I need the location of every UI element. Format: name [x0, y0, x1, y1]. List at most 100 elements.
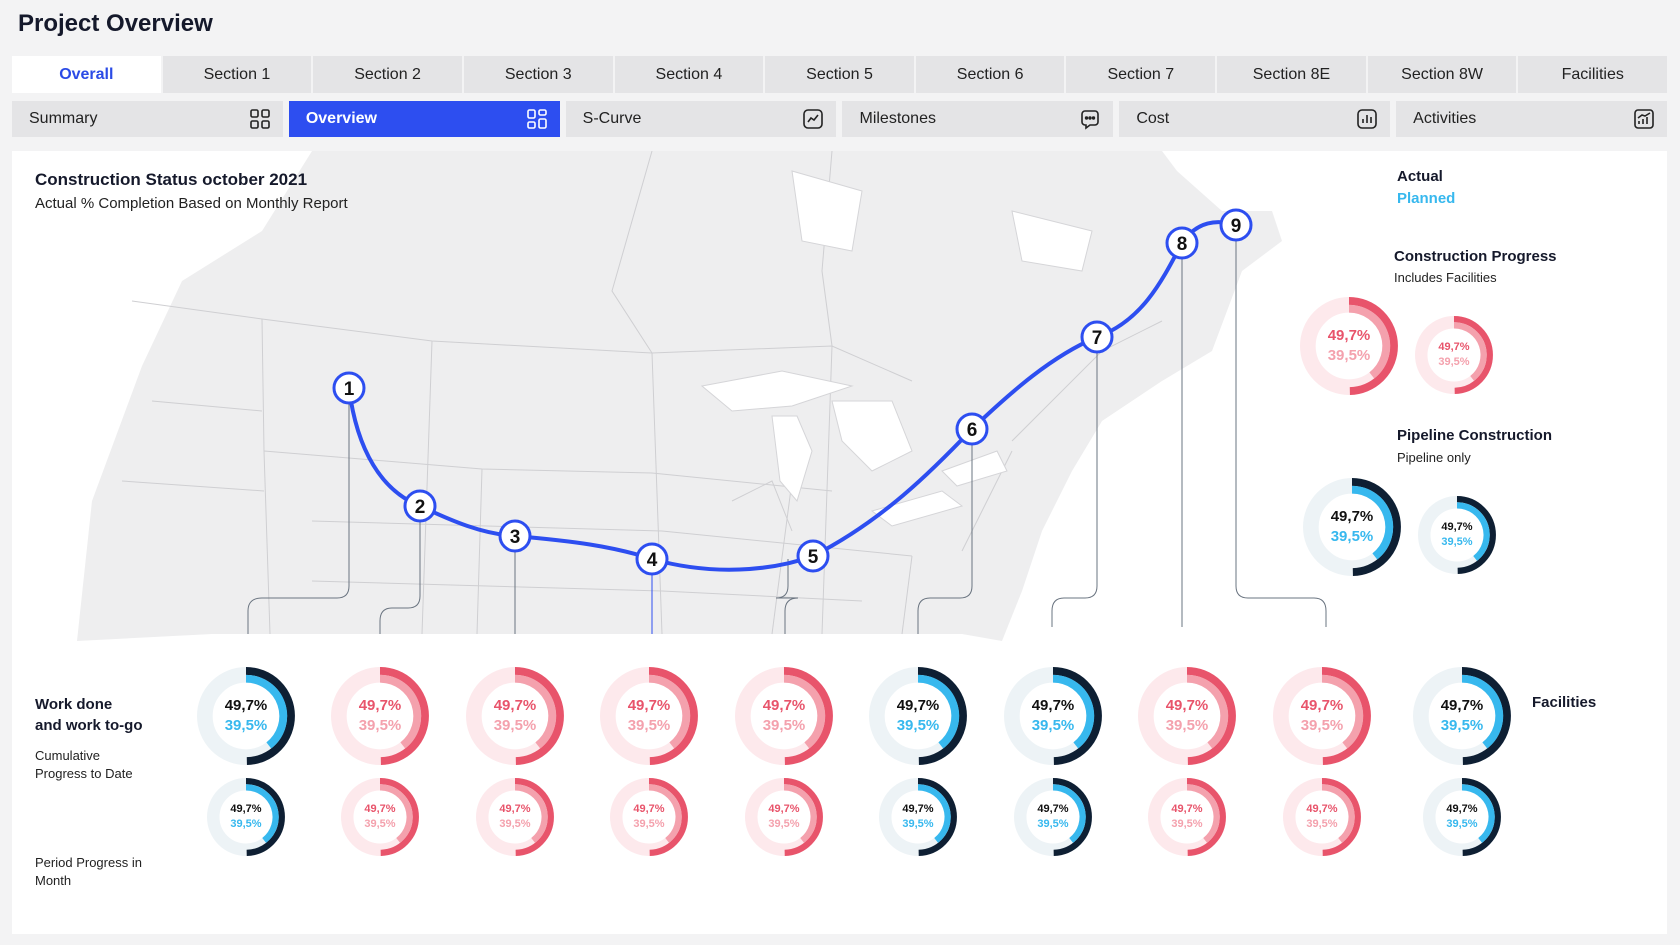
donut-planned-value: 39,5%: [230, 818, 262, 830]
tab-section-5[interactable]: Section 5: [765, 56, 914, 93]
donut-actual-value: 49,7%: [1440, 697, 1484, 714]
cumulative-donut-6: 49,7% 39,5%: [869, 667, 967, 765]
tab-section-8w[interactable]: Section 8W: [1367, 56, 1517, 93]
donut-planned-value: 39,5%: [768, 818, 800, 830]
donut-planned-arc: [1461, 784, 1495, 843]
tab-section-8e[interactable]: Section 8E: [1217, 56, 1366, 93]
construction-progress-subtitle: Includes Facilities: [1394, 270, 1497, 285]
subtab-label: Summary: [29, 110, 98, 127]
donut-planned-arc: [1186, 784, 1220, 843]
donut-ring: [1300, 297, 1398, 395]
donut-actual-arc: [514, 778, 554, 856]
section-marker-8[interactable]: 8: [1165, 226, 1199, 260]
donut-ring: [879, 778, 957, 856]
donut-planned-arc: [1461, 674, 1504, 749]
donut-planned-arc: [514, 674, 557, 749]
subtab-s-curve[interactable]: S-Curve: [565, 101, 837, 137]
section-marker-3[interactable]: 3: [498, 519, 532, 553]
section-marker-5[interactable]: 5: [796, 539, 830, 573]
section-marker-7[interactable]: 7: [1080, 320, 1114, 354]
section-marker-2[interactable]: 2: [403, 489, 437, 523]
cumulative-donut-7: 49,7% 39,5%: [1004, 667, 1102, 765]
donut-ring: [745, 778, 823, 856]
donut-ring: [207, 778, 285, 856]
donut-actual-value: 49,7%: [762, 697, 806, 714]
donut-planned-arc: [1052, 784, 1086, 843]
donut-actual-arc: [917, 667, 967, 765]
route-map[interactable]: 1 2 3 4 5 6 7 8 9: [12, 151, 1667, 934]
donut-actual-arc: [783, 778, 823, 856]
grid-icon: [250, 109, 270, 129]
tab-section-4[interactable]: Section 4: [614, 56, 764, 93]
donut-ring: [1418, 496, 1496, 574]
marker-label: 8: [1177, 234, 1188, 255]
donut-actual-value: 49,7%: [1037, 803, 1069, 815]
subtab-label: Activities: [1413, 110, 1477, 127]
section-marker-6[interactable]: 6: [955, 412, 989, 446]
donut-actual-arc: [1052, 667, 1102, 765]
donut-ring: [610, 778, 688, 856]
tab-section-6[interactable]: Section 6: [915, 56, 1065, 93]
cumulative-donut-3: 49,7% 39,5%: [466, 667, 564, 765]
map-borders: [121, 151, 1163, 635]
donut-actual-arc: [1052, 778, 1092, 856]
period-donut-1: 49,7% 39,5%: [207, 778, 285, 856]
subtab-summary[interactable]: Summary: [12, 101, 283, 137]
donut-planned-arc: [245, 784, 279, 843]
donut-ring: [735, 667, 833, 765]
donut-planned-value: 39,5%: [1306, 818, 1338, 830]
donut-planned-value: 39,5%: [1171, 818, 1203, 830]
donut-actual-arc: [379, 667, 429, 765]
subtab-cost[interactable]: Cost: [1119, 101, 1391, 137]
donut-planned-value: 39,5%: [493, 717, 537, 734]
cumulative-label: Cumulative Progress to Date: [35, 747, 133, 783]
tab-section-2[interactable]: Section 2: [313, 56, 462, 93]
donut-planned-arc: [514, 784, 548, 843]
marker-label: 7: [1092, 328, 1103, 349]
work-title-line-2: and work to-go: [35, 717, 143, 734]
tab-section-1[interactable]: Section 1: [162, 56, 312, 93]
subtab-activities[interactable]: Activities: [1396, 101, 1667, 137]
donut-planned-value: 39,5%: [1440, 717, 1484, 734]
donut-actual-value: 49,7%: [1306, 803, 1338, 815]
facilities-title: Facilities: [1532, 694, 1597, 711]
donut-planned-arc: [1453, 322, 1487, 381]
marker-label: 9: [1231, 216, 1242, 237]
tab-section-7[interactable]: Section 7: [1066, 56, 1216, 93]
donut-planned-arc: [379, 674, 422, 749]
period-donut-5: 49,7% 39,5%: [745, 778, 823, 856]
pipeline-construction-title: Pipeline Construction: [1397, 427, 1553, 444]
subtab-milestones[interactable]: Milestones: [842, 101, 1114, 137]
pipeline-construction-subtitle: Pipeline only: [1397, 450, 1471, 465]
tab-overall[interactable]: Overall: [12, 56, 161, 93]
legend-actual: Actual: [1397, 168, 1443, 185]
donut-actual-value: 49,7%: [1031, 697, 1075, 714]
donut-actual-value: 49,7%: [633, 803, 665, 815]
donut-planned-value: 39,5%: [1031, 717, 1075, 734]
donut-planned-arc: [1186, 674, 1229, 749]
donut-ring: [1413, 667, 1511, 765]
marker-label: 2: [415, 497, 426, 518]
section-marker-9[interactable]: 9: [1219, 208, 1253, 242]
period-donut-4: 49,7% 39,5%: [610, 778, 688, 856]
section-marker-1[interactable]: 1: [332, 371, 366, 405]
donut-planned-value: 39,5%: [1446, 818, 1478, 830]
section-markers: 1 2 3 4 5 6 7 8 9: [332, 208, 1253, 576]
subtab-overview[interactable]: Overview: [288, 101, 560, 137]
donut-planned-arc: [1321, 784, 1355, 843]
work-title: Work done and work to-go: [35, 694, 143, 736]
section-marker-4[interactable]: 4: [635, 542, 669, 576]
tab-facilities[interactable]: Facilities: [1518, 56, 1668, 93]
donut-actual-arc: [1453, 316, 1493, 394]
donut-ring: [1415, 316, 1493, 394]
donut-planned-arc: [783, 784, 817, 843]
donut-actual-arc: [1186, 778, 1226, 856]
tab-section-3[interactable]: Section 3: [463, 56, 613, 93]
donut-ring: [476, 778, 554, 856]
bar-line-chart-icon: [1634, 109, 1654, 129]
donut-planned-arc: [1456, 502, 1490, 561]
construction-progress-donut-small: 49,7% 39,5%: [1415, 316, 1493, 394]
cumulative-donut-4: 49,7% 39,5%: [600, 667, 698, 765]
donut-ring: [331, 667, 429, 765]
period-donut-3: 49,7% 39,5%: [476, 778, 554, 856]
